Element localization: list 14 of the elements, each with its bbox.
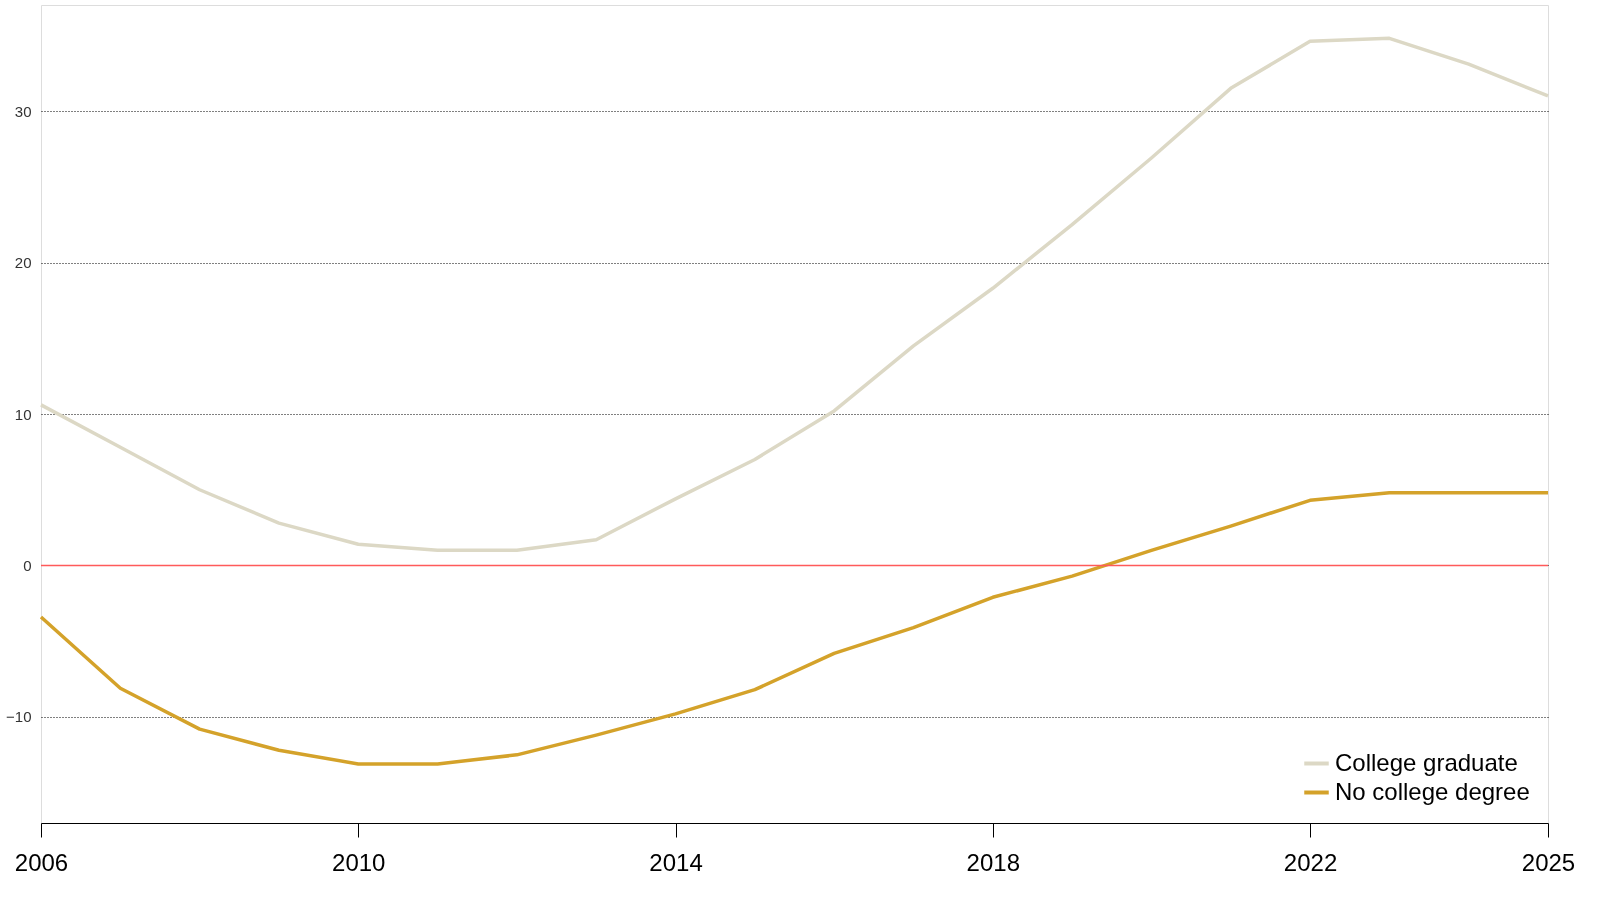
y-tick-label: −10 bbox=[6, 708, 32, 726]
y-tick-label: 20 bbox=[14, 254, 32, 272]
line-series bbox=[39, 36, 1550, 553]
y-tick-label: 0 bbox=[23, 556, 32, 574]
x-tick-label: 2025 bbox=[1521, 848, 1576, 876]
x-tick-label: 2014 bbox=[649, 848, 703, 876]
legend-label: No college degree bbox=[1335, 777, 1530, 805]
y-tick-label: 30 bbox=[14, 102, 32, 120]
x-tick-label: 2010 bbox=[332, 848, 386, 876]
y-tick-label: 10 bbox=[14, 405, 32, 423]
x-tick-label: 2022 bbox=[1283, 848, 1338, 876]
x-tick-label: 2006 bbox=[14, 848, 69, 876]
legend-label: College graduate bbox=[1335, 748, 1518, 776]
x-tick-label: 2018 bbox=[966, 848, 1020, 876]
